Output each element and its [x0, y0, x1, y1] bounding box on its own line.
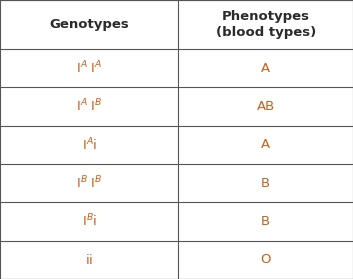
Text: B: B [261, 215, 270, 228]
Text: $\mathregular{I}^B\;\mathregular{I}^B$: $\mathregular{I}^B\;\mathregular{I}^B$ [76, 175, 102, 191]
Text: O: O [261, 253, 271, 266]
Text: Genotypes: Genotypes [49, 18, 129, 31]
Text: $\mathregular{ii}$: $\mathregular{ii}$ [85, 253, 93, 267]
Text: $\mathregular{I}^A\mathregular{i}$: $\mathregular{I}^A\mathregular{i}$ [82, 136, 97, 153]
Text: $\mathregular{I}^A\;\mathregular{I}^A$: $\mathregular{I}^A\;\mathregular{I}^A$ [76, 60, 102, 76]
Text: AB: AB [257, 100, 275, 113]
Text: $\mathregular{I}^A\;\mathregular{I}^B$: $\mathregular{I}^A\;\mathregular{I}^B$ [76, 98, 102, 115]
Text: B: B [261, 177, 270, 190]
Text: A: A [261, 61, 270, 74]
Text: $\mathregular{I}^B\mathregular{i}$: $\mathregular{I}^B\mathregular{i}$ [82, 213, 97, 230]
Text: Phenotypes
(blood types): Phenotypes (blood types) [216, 10, 316, 39]
Text: A: A [261, 138, 270, 151]
